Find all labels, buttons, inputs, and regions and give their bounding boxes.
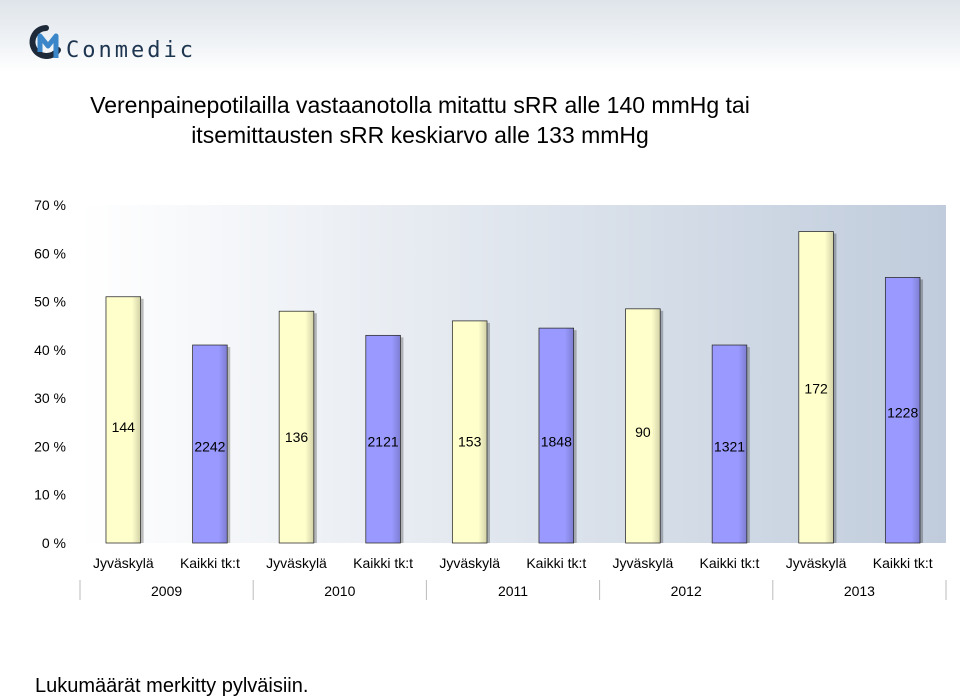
x-tick-label: Jyväskylä [266, 555, 327, 571]
y-tick-label: 60 % [34, 245, 66, 261]
bar-count-label: 90 [635, 424, 651, 440]
x-group-label: 2009 [151, 583, 182, 599]
y-axis: 0 % 10 % 20 % 30 % 40 % 50 % 60 % 70 % [34, 197, 66, 551]
bar-highlight [365, 335, 401, 543]
x-group-label: 2012 [671, 583, 702, 599]
bar-count-label: 1321 [714, 438, 745, 454]
bar-count-label: 2121 [368, 434, 399, 450]
y-tick-label: 30 % [34, 390, 66, 406]
chart-title-line-1: Verenpainepotilailla vastaanotolla mitat… [90, 92, 750, 118]
y-tick-label: 50 % [34, 294, 66, 310]
x-tick-label: Kaikki tk:t [700, 555, 760, 571]
bar-highlight [279, 311, 314, 543]
x-tick-label: Jyväskylä [439, 555, 500, 571]
conmedic-logo-icon [29, 25, 61, 59]
bar-count-label: 144 [112, 419, 136, 435]
bar-highlight [885, 277, 921, 543]
bar-count-label: 172 [804, 380, 828, 396]
x-tick-label: Jyväskylä [613, 555, 674, 571]
x-tick-label: Kaikki tk:t [353, 555, 413, 571]
chart-title: Verenpainepotilailla vastaanotolla mitat… [0, 90, 840, 150]
bar-highlight [625, 308, 661, 543]
bar-count-label: 153 [458, 434, 482, 450]
bar-chart: 0 %10 %20 %30 %40 %50 %60 %70 % 14422421… [34, 197, 947, 600]
footnote: Lukumäärät merkitty pylväisiin. [35, 675, 309, 697]
x-tick-label: Kaikki tk:t [180, 555, 240, 571]
chart-title-line-2: itsemittausten sRR keskiarvo alle 133 mm… [191, 122, 649, 148]
bar-highlight [538, 328, 574, 543]
bars: 144 2242 136 2121 153 1848 90 1321 172 1228 [105, 231, 924, 544]
x-group-label: 2010 [324, 583, 355, 599]
bar-highlight [798, 231, 834, 544]
header-band [0, 0, 960, 72]
y-tick-label: 0 % [42, 535, 66, 551]
bar-count-label: 2242 [194, 438, 225, 454]
y-tick-label: 40 % [34, 342, 66, 358]
x-tick-label: Kaikki tk:t [873, 555, 933, 571]
x-tick-label: Jyväskylä [786, 555, 847, 571]
x-axis: Jyväskylä Kaikki tk:t Jyväskylä Kaikki tk:t… [79, 555, 947, 600]
bar-highlight [452, 320, 488, 543]
x-group-label: 2013 [844, 583, 875, 599]
y-tick-label: 10 % [34, 487, 66, 503]
x-group-label: 2011 [498, 583, 528, 599]
bar-highlight [712, 345, 747, 543]
y-tick-label: 70 % [34, 197, 66, 213]
x-tick-label: Jyväskylä [93, 555, 154, 571]
y-tick-label: 20 % [34, 438, 66, 454]
bar-count-label: 136 [285, 429, 309, 445]
bar-highlight [192, 345, 228, 543]
bar-count-label: 1228 [887, 405, 918, 421]
bar-highlight [105, 296, 141, 543]
logo-text: Conmedic [66, 38, 196, 63]
bar-count-label: 1848 [541, 434, 572, 450]
x-tick-label: Kaikki tk:t [526, 555, 586, 571]
